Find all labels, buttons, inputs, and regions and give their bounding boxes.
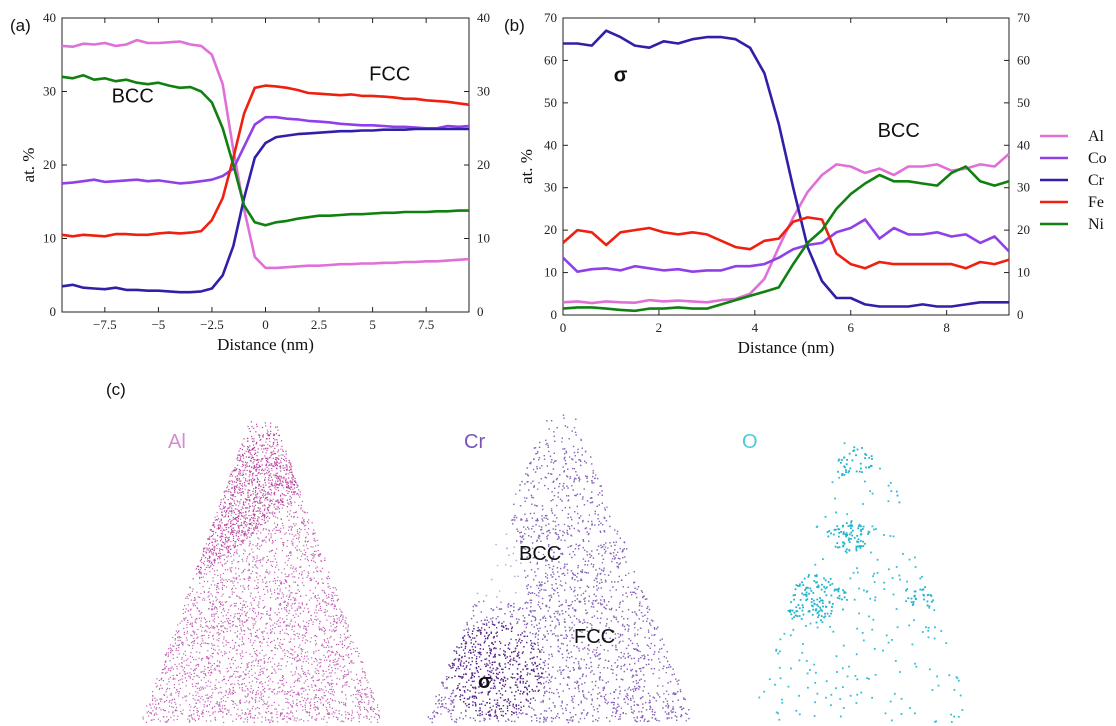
y-tick-label-right: 30 [1017, 180, 1030, 195]
y-tick-label-left: 40 [43, 10, 56, 25]
x-tick-label: 6 [847, 320, 854, 335]
y-tick-label-left: 70 [544, 10, 557, 25]
cr-label-fcc: FCC [574, 626, 615, 648]
series-line-co [61, 115, 470, 185]
o-map-title: O [742, 431, 758, 453]
x-tick-label: 8 [943, 320, 950, 335]
y-tick-label-right: 10 [1017, 265, 1030, 280]
series-line-al [61, 38, 470, 270]
series-line-co [562, 218, 1010, 274]
panel-label-b: (b) [504, 16, 525, 35]
y-tick-label-right: 40 [477, 10, 490, 25]
annotation-bcc: BCC [878, 120, 920, 142]
y-tick-label-left: 60 [544, 52, 557, 67]
y-tick-label-left: 0 [50, 304, 57, 319]
chart-a: 0 0 10 10 20 20 30 30 40 40 −7.5 −5 −2.5 0 2.5 5 7.5 Dist… [19, 10, 490, 354]
series-line-cr [563, 29, 1009, 308]
y-tick-label-left: 50 [544, 95, 557, 110]
al-map: Al [142, 421, 381, 724]
y-tick-label-left: 10 [544, 265, 557, 280]
y-tick-label-left: 40 [544, 137, 557, 152]
cr-label-sigma: σ [478, 671, 492, 693]
y-tick-label-right: 50 [1017, 95, 1030, 110]
x-tick-label: −5 [151, 317, 165, 332]
plot-frame [562, 17, 1010, 316]
legend: Al Co Cr Fe Ni [1040, 128, 1107, 233]
legend-label-al: Al [1088, 128, 1105, 145]
y-tick-label-right: 10 [477, 231, 490, 246]
x-tick-label: 0 [560, 320, 567, 335]
x-tick-label: 2.5 [311, 317, 327, 332]
annotation-bcc: BCC [112, 86, 154, 108]
series-line-fe [61, 84, 470, 238]
panel-label-c: (c) [106, 380, 126, 399]
y-tick-label-right: 0 [477, 304, 484, 319]
series-line-cr [61, 127, 469, 294]
series-line-fe [562, 216, 1010, 270]
y-tick-label-left: 30 [43, 84, 56, 99]
y-tick-label-left: 20 [544, 222, 557, 237]
legend-label-cr: Cr [1088, 172, 1105, 189]
cr-map: Cr BCC FCC σ [427, 414, 690, 724]
y-tick-label-right: 40 [1017, 137, 1030, 152]
x-tick-label: 2 [656, 320, 663, 335]
y-tick-label-right: 60 [1017, 52, 1030, 67]
x-axis-title: Distance (nm) [217, 335, 314, 354]
legend-label-fe: Fe [1088, 194, 1104, 211]
x-tick-label: 4 [752, 320, 759, 335]
o-map: O [742, 431, 964, 723]
annotation-σ: σ [614, 65, 628, 87]
series-line-al [562, 152, 1010, 305]
x-axis-title: Distance (nm) [738, 338, 835, 357]
apt-maps: Al Cr BCC FCC σ O [142, 414, 964, 724]
legend-label-ni: Ni [1088, 216, 1105, 233]
y-tick-label-left: 20 [43, 157, 56, 172]
legend-label-co: Co [1088, 150, 1107, 167]
cr-label-bcc: BCC [519, 543, 561, 565]
y-tick-label-right: 70 [1017, 10, 1030, 25]
x-tick-label: 5 [369, 317, 376, 332]
annotation-fcc: FCC [369, 63, 410, 85]
y-tick-label-right: 20 [1017, 222, 1030, 237]
y-axis-title: at. % [517, 149, 536, 184]
panel-label-a: (a) [10, 16, 31, 35]
y-tick-label-right: 30 [477, 84, 490, 99]
al-map-title: Al [168, 431, 186, 453]
y-axis-title: at. % [19, 148, 38, 183]
series-line-ni [562, 165, 1010, 313]
y-tick-label-left: 30 [544, 180, 557, 195]
x-tick-label: −7.5 [93, 317, 117, 332]
y-tick-label-right: 0 [1017, 307, 1024, 322]
x-tick-label: 7.5 [418, 317, 434, 332]
series-line-ni [61, 74, 469, 227]
y-tick-label-left: 0 [551, 307, 558, 322]
y-tick-label-left: 10 [43, 231, 56, 246]
x-tick-label: −2.5 [200, 317, 224, 332]
cr-map-title: Cr [464, 431, 485, 453]
x-tick-label: 0 [262, 317, 269, 332]
y-tick-label-right: 20 [477, 157, 490, 172]
